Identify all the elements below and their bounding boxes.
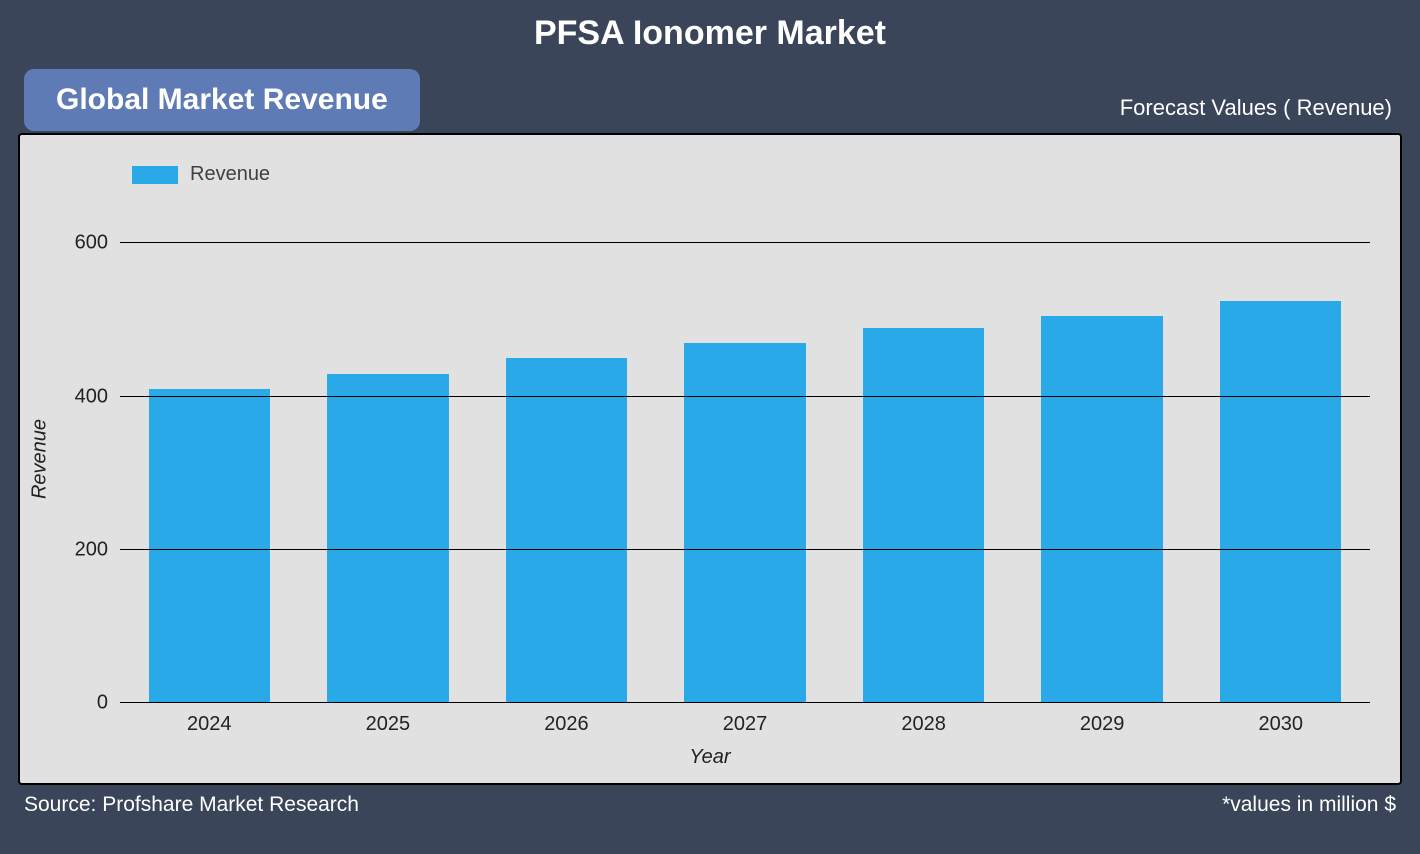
bar-slot: 2025 <box>299 205 478 703</box>
subtitle-pill: Global Market Revenue <box>24 69 420 131</box>
bar-slot: 2024 <box>120 205 299 703</box>
x-tick-label: 2029 <box>1013 713 1192 736</box>
bar <box>1220 301 1341 703</box>
gridline <box>120 396 1370 397</box>
bar <box>1041 316 1162 703</box>
footer-units: *values in million $ <box>1222 793 1396 817</box>
x-tick-label: 2028 <box>834 713 1013 736</box>
plot-area: 2024202520262027202820292030 0200400600 <box>120 205 1370 703</box>
bar <box>327 374 448 703</box>
chart-panel: Revenue Revenue 202420252026202720282029… <box>18 133 1402 785</box>
bar-slot: 2026 <box>477 205 656 703</box>
bar <box>506 358 627 703</box>
bar <box>863 328 984 703</box>
footer-row: Source: Profshare Market Research *value… <box>18 793 1402 817</box>
legend-swatch <box>132 166 178 184</box>
bar-slot: 2027 <box>656 205 835 703</box>
x-tick-label: 2024 <box>120 713 299 736</box>
y-tick-label: 0 <box>58 692 108 715</box>
bars-row: 2024202520262027202820292030 <box>120 205 1370 703</box>
forecast-label: Forecast Values ( Revenue) <box>1120 95 1392 121</box>
y-tick-label: 600 <box>58 232 108 255</box>
gridline <box>120 242 1370 243</box>
bar-slot: 2030 <box>1191 205 1370 703</box>
bar-slot: 2028 <box>834 205 1013 703</box>
header-row: Global Market Revenue Forecast Values ( … <box>18 69 1402 131</box>
chart-container: PFSA Ionomer Market Global Market Revenu… <box>0 0 1420 854</box>
bar-slot: 2029 <box>1013 205 1192 703</box>
y-axis-label: Revenue <box>29 419 52 499</box>
bar <box>684 343 805 703</box>
gridline <box>120 702 1370 703</box>
legend-label: Revenue <box>190 163 270 186</box>
legend: Revenue <box>132 163 270 186</box>
y-tick-label: 200 <box>58 538 108 561</box>
x-tick-label: 2027 <box>656 713 835 736</box>
x-axis-label: Year <box>689 746 730 769</box>
x-tick-label: 2025 <box>299 713 478 736</box>
footer-source: Source: Profshare Market Research <box>24 793 359 817</box>
x-tick-label: 2030 <box>1191 713 1370 736</box>
bar <box>149 389 270 703</box>
main-title: PFSA Ionomer Market <box>18 14 1402 53</box>
y-tick-label: 400 <box>58 385 108 408</box>
gridline <box>120 549 1370 550</box>
x-tick-label: 2026 <box>477 713 656 736</box>
